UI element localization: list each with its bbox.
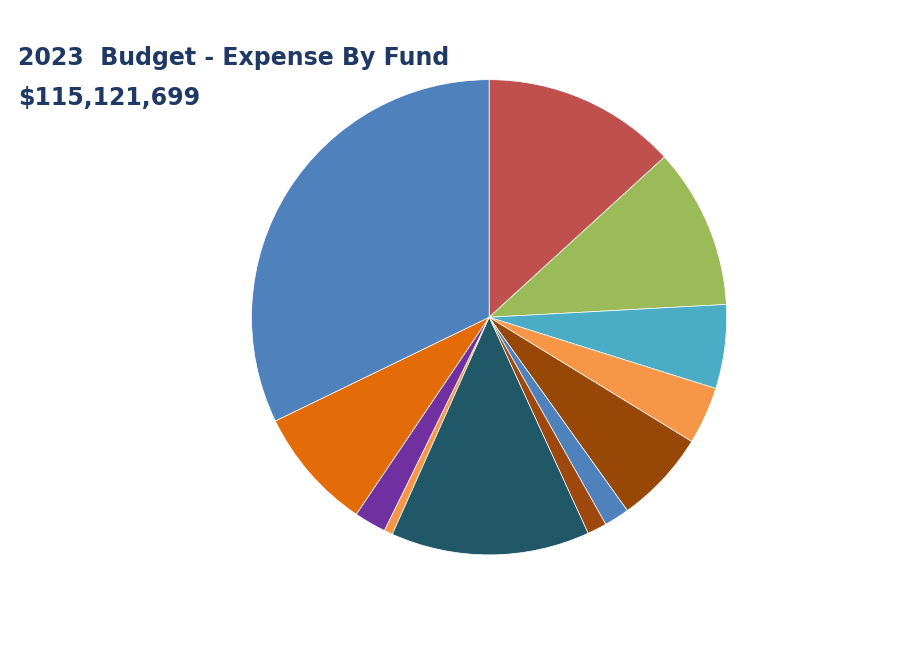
Wedge shape [490, 317, 627, 524]
Wedge shape [489, 80, 664, 317]
Wedge shape [490, 305, 727, 389]
Wedge shape [490, 157, 726, 317]
Wedge shape [276, 317, 490, 514]
Wedge shape [392, 317, 588, 555]
Wedge shape [490, 317, 606, 533]
Wedge shape [384, 317, 490, 534]
Text: 2023  Budget - Expense By Fund: 2023 Budget - Expense By Fund [18, 46, 450, 70]
Wedge shape [251, 80, 490, 421]
Wedge shape [490, 317, 692, 510]
Wedge shape [490, 317, 716, 442]
Wedge shape [357, 317, 490, 531]
Text: $115,121,699: $115,121,699 [18, 86, 200, 110]
